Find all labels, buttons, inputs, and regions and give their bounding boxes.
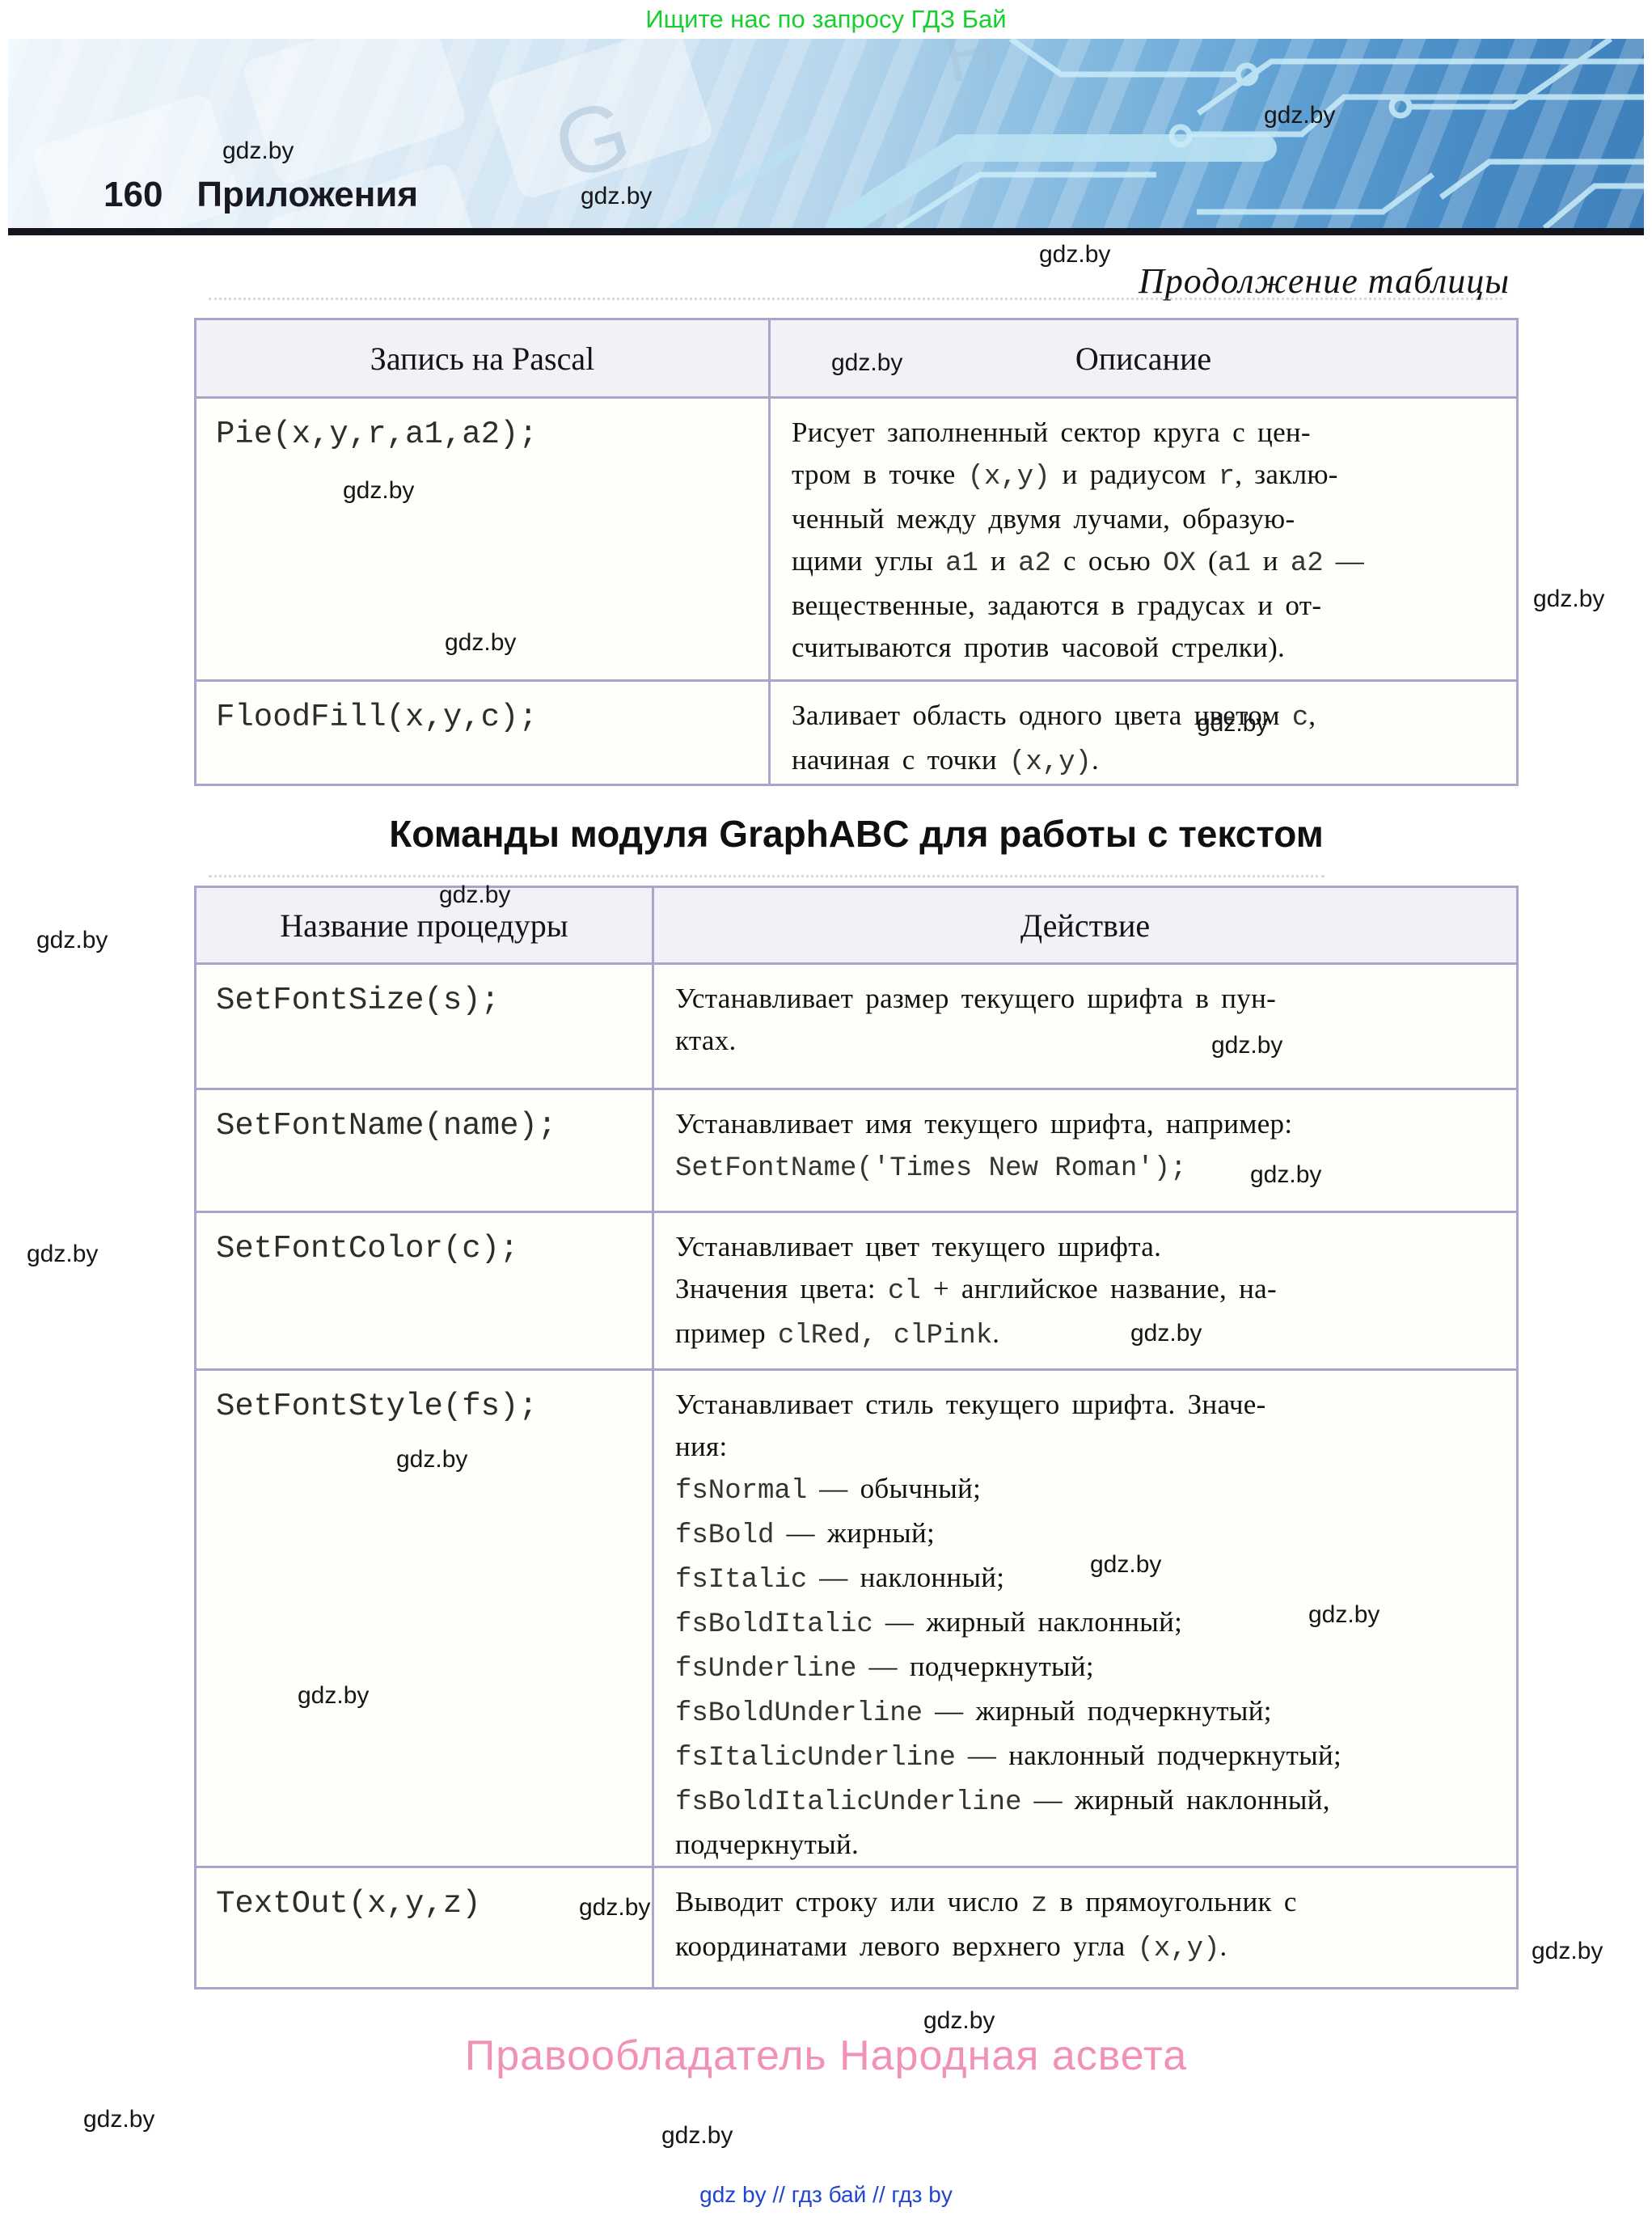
inline-code: (x,y)	[1008, 747, 1092, 778]
gdz-watermark: gdz.by	[581, 183, 653, 209]
inline-code: fsItalicUnderline	[675, 1743, 956, 1774]
inline-code: a1	[1217, 548, 1251, 579]
procedure-code: Pie(x,y,r,a1,a2);	[194, 396, 771, 682]
footer-links-text: gdz by // гдз бай // гдз by	[699, 2182, 953, 2207]
gdz-watermark: gdz.by	[36, 927, 108, 953]
table-row: SetFontStyle(fs); Устанавливает стиль те…	[194, 1368, 1519, 1868]
inline-code: (x,y)	[1137, 1934, 1220, 1964]
table-row: Pie(x,y,r,a1,a2); Рисует заполненный сек…	[194, 396, 1519, 682]
copyright-notice: Правообладатель Народная асвета	[464, 2032, 1188, 2079]
inline-code: cl	[887, 1276, 921, 1307]
table-row: TextOut(x,y,z) Выводит строку или число …	[194, 1866, 1519, 1989]
gdz-watermark: gdz.by	[831, 349, 903, 376]
column-header-procedure-name: Название процедуры	[194, 886, 654, 965]
inline-code: r	[1218, 462, 1236, 493]
top-promo-text: Ищите нас по запросу ГДЗ Бай	[645, 5, 1007, 33]
inline-code: c	[1291, 703, 1309, 734]
inline-code: fsBold	[675, 1520, 775, 1551]
graphabc-graphics-table: Запись на Pascal Описание Pie(x,y,r,a1,a…	[194, 318, 1519, 786]
column-header-description: Описание	[768, 318, 1519, 399]
table-continuation-note: Продолжение таблицы	[1139, 261, 1510, 301]
inline-code: fsBoldUnderline	[675, 1698, 923, 1729]
gdz-watermark: gdz.by	[27, 1241, 99, 1267]
column-header-action: Действие	[652, 886, 1519, 965]
inline-code: fsItalic	[675, 1565, 808, 1596]
gdz-watermark: gdz.by	[1532, 1938, 1603, 1964]
procedure-description: Устанавливает имя текущего шрифта, напри…	[652, 1088, 1519, 1213]
gdz-watermark: gdz.by	[1211, 1032, 1283, 1059]
section-heading: Команды модуля GraphABC для работы с тек…	[389, 813, 1324, 855]
inline-code: fsBoldItalicUnderline	[675, 1787, 1022, 1818]
inline-code: z	[1031, 1889, 1048, 1920]
scan-artifact-dots	[209, 298, 1502, 300]
gdz-watermark: gdz.by	[1533, 586, 1605, 612]
gdz-watermark: gdz.by	[661, 2122, 733, 2149]
gdz-watermark: gdz.by	[1197, 710, 1269, 737]
table-row: FloodFill(x,y,c); Заливает область одног…	[194, 679, 1519, 786]
svg-text:H: H	[936, 39, 1004, 99]
procedure-code: FloodFill(x,y,c);	[194, 679, 771, 786]
gdz-watermark: gdz.by	[1308, 1601, 1380, 1628]
procedure-code: TextOut(x,y,z)	[194, 1866, 654, 1989]
gdz-watermark: gdz.by	[439, 882, 511, 908]
scan-artifact-dots	[209, 875, 1325, 877]
column-header-pascal: Запись на Pascal	[194, 318, 771, 399]
inline-code: SetFontName('Times New Roman');	[675, 1153, 1187, 1184]
banner-stripes-decor	[8, 39, 1644, 228]
inline-code: a2	[1018, 548, 1051, 579]
procedure-code: SetFontStyle(fs);	[194, 1368, 654, 1868]
table-header-row: Запись на Pascal Описание	[194, 318, 1519, 399]
page-section-title: Приложения	[196, 175, 419, 214]
gdz-watermark: gdz.by	[298, 1682, 370, 1709]
header-banner-image: G H 160 Приложения	[8, 39, 1644, 235]
procedure-description: Выводит строку или число z в прямоугольн…	[652, 1866, 1519, 1989]
gdz-watermark: gdz.by	[1250, 1161, 1322, 1188]
procedure-description: Рисует заполненный сектор круга с цен- т…	[768, 396, 1519, 682]
inline-code: a1	[945, 548, 978, 579]
gdz-watermark: gdz.by	[396, 1446, 468, 1473]
banner-circuit-keyboard-art: G H	[33, 39, 1644, 228]
graphabc-text-table: Название процедуры Действие SetFontSize(…	[194, 886, 1519, 1989]
inline-code: fsUnderline	[675, 1654, 857, 1685]
procedure-description: Устанавливает стиль текущего шрифта. Зна…	[652, 1368, 1519, 1868]
table-row: SetFontSize(s); Устанавливает размер тек…	[194, 962, 1519, 1090]
gdz-watermark: gdz.by	[222, 137, 294, 164]
gdz-watermark: gdz.by	[1130, 1320, 1202, 1347]
inline-code: fsNormal	[675, 1476, 808, 1507]
inline-code: (x,y)	[967, 462, 1050, 493]
gdz-watermark: gdz.by	[445, 629, 517, 656]
procedure-description: Устанавливает цвет текущего шрифта. Знач…	[652, 1211, 1519, 1371]
gdz-watermark: gdz.by	[343, 477, 415, 504]
inline-code: OX	[1163, 548, 1196, 579]
page-number: 160	[104, 175, 163, 214]
procedure-code: SetFontName(name);	[194, 1088, 654, 1213]
table-row: SetFontColor(c); Устанавливает цвет теку…	[194, 1211, 1519, 1371]
gdz-watermark: gdz.by	[83, 2106, 155, 2133]
table-header-row: Название процедуры Действие	[194, 886, 1519, 965]
table-row: SetFontName(name); Устанавливает имя тек…	[194, 1088, 1519, 1213]
procedure-code: SetFontSize(s);	[194, 962, 654, 1090]
gdz-watermark: gdz.by	[579, 1894, 651, 1921]
gdz-watermark: gdz.by	[1039, 241, 1111, 268]
gdz-watermark: gdz.by	[1264, 102, 1336, 129]
gdz-watermark: gdz.by	[1090, 1551, 1162, 1578]
procedure-description: Заливает область одного цвета цветом c, …	[768, 679, 1519, 786]
procedure-description: Устанавливает размер текущего шрифта в п…	[652, 962, 1519, 1090]
inline-code: fsBoldItalic	[675, 1609, 873, 1640]
inline-code: a2	[1290, 548, 1324, 579]
page-header: 160 Приложения	[104, 175, 418, 215]
inline-code: clRed, clPink	[778, 1321, 993, 1351]
procedure-code: SetFontColor(c);	[194, 1211, 654, 1371]
gdz-watermark: gdz.by	[923, 2007, 995, 2034]
